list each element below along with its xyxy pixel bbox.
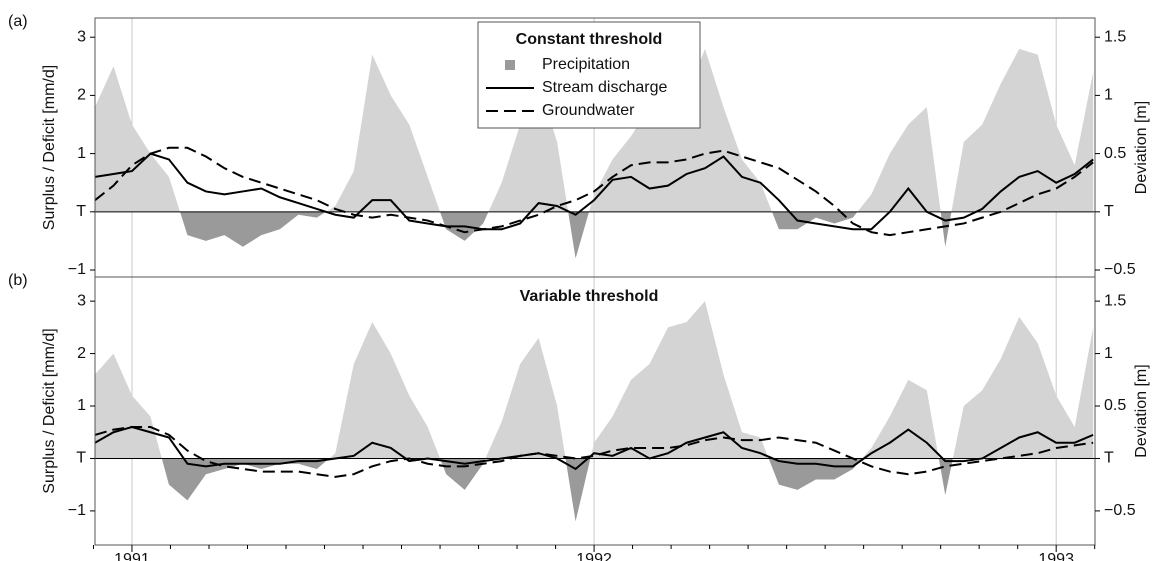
y-tick-label: 1 — [77, 397, 86, 414]
y2-tick-label: 0.5 — [1104, 145, 1126, 162]
legend-swatch — [505, 60, 515, 70]
y-tick-label: T — [76, 203, 86, 220]
y2-tick-label: −0.5 — [1104, 502, 1136, 519]
y-tick-label: 1 — [77, 145, 86, 162]
y-tick-label: −1 — [68, 502, 86, 519]
y2-tick-label: 1.5 — [1104, 292, 1126, 309]
legend-label: Groundwater — [542, 102, 635, 119]
y-tick-label: 2 — [77, 345, 86, 362]
legend-label: Precipitation — [542, 56, 630, 73]
precipitation-deficit — [180, 211, 952, 259]
precipitation-surplus — [95, 48, 1094, 212]
y2-tick-label: 1 — [1104, 345, 1113, 362]
y2-tick-label: 1.5 — [1104, 28, 1126, 45]
y-axis-label: Surplus / Deficit [mm/d] — [41, 65, 58, 230]
precipitation-deficit — [95, 458, 1094, 522]
y2-tick-label: 1 — [1104, 87, 1113, 104]
y2-tick-label: 0.5 — [1104, 397, 1126, 414]
y-axis-label: Surplus / Deficit [mm/d] — [41, 328, 58, 493]
plot-frame — [94, 276, 1096, 546]
stream-line — [95, 152, 1094, 231]
legend-title: Constant threshold — [516, 31, 663, 48]
precipitation-surplus — [95, 301, 1094, 459]
y2-tick-label: −0.5 — [1104, 261, 1136, 278]
y2-tick-label: T — [1104, 203, 1114, 220]
panel-label: (b) — [8, 272, 28, 289]
legend-box — [477, 21, 701, 129]
groundwater-line — [95, 146, 1094, 237]
stream-line — [95, 425, 1094, 471]
panel-title: Variable threshold — [520, 288, 659, 305]
y-tick-label: −1 — [68, 261, 86, 278]
x-tick-label: 1992 — [576, 551, 612, 561]
legend: Constant threshold Precipitation Stream di… — [477, 21, 701, 129]
y-tick-label: 2 — [77, 87, 86, 104]
area-group — [95, 48, 1094, 259]
y-tick-label: T — [76, 450, 86, 467]
legend-label: Stream discharge — [542, 79, 667, 96]
x-tick-label: 1991 — [114, 551, 150, 561]
area-group — [95, 301, 1094, 522]
panel-label: (a) — [8, 13, 28, 30]
y-tick-label: 3 — [77, 28, 86, 45]
x-tick-label: 1993 — [1038, 551, 1074, 561]
y-tick-label: 3 — [77, 292, 86, 309]
y2-axis-label: Deviation [m] — [1133, 364, 1150, 457]
y2-axis-label: Deviation [m] — [1133, 101, 1150, 194]
y2-tick-label: T — [1104, 450, 1114, 467]
